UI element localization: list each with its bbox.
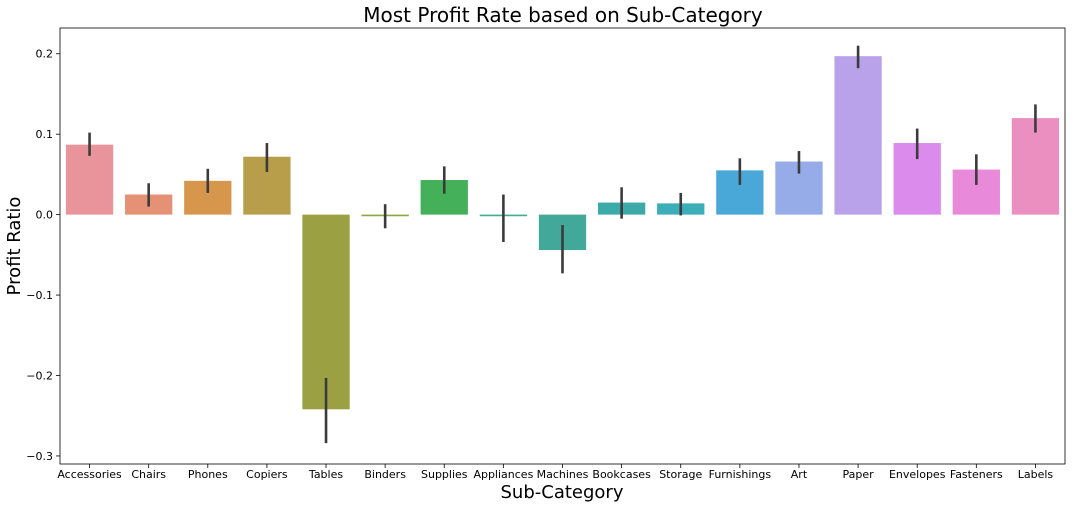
bar-tables	[302, 214, 350, 410]
plot-frame	[59, 27, 1066, 465]
y-tick-label: 0.0	[36, 209, 54, 222]
y-axis-label: Profit Ratio	[4, 197, 25, 296]
x-tick-label: Furnishings	[709, 468, 772, 481]
bar-labels	[1011, 118, 1060, 215]
x-tick-label: Appliances	[473, 468, 533, 481]
x-tick-label: Supplies	[421, 468, 468, 481]
bars-group	[65, 56, 1060, 410]
y-tick-label: −0.3	[26, 450, 53, 463]
x-tick-label: Tables	[308, 468, 343, 481]
x-tick-label: Paper	[843, 468, 875, 481]
x-tick-label: Labels	[1018, 468, 1054, 481]
x-tick-label: Machines	[537, 468, 589, 481]
x-axis-label: Sub-Category	[501, 482, 624, 503]
x-tick-label: Envelopes	[889, 468, 946, 481]
y-tick-label: 0.1	[36, 128, 54, 141]
x-tick-label: Fasteners	[950, 468, 1003, 481]
x-axis: Accessories Chairs Phones Copiers Tables Bind…	[57, 464, 1053, 481]
x-tick-label: Binders	[364, 468, 406, 481]
bar-paper	[834, 56, 882, 215]
x-tick-label: Phones	[188, 468, 228, 481]
x-tick-label: Copiers	[246, 468, 288, 481]
y-tick-label: −0.1	[26, 289, 53, 302]
x-tick-label: Chairs	[131, 468, 166, 481]
y-tick-label: −0.2	[26, 370, 53, 383]
y-tick-label: 0.2	[36, 48, 54, 61]
y-axis: −0.3 −0.2 −0.1 0.0 0.1 0.2	[26, 48, 60, 463]
x-tick-label: Bookcases	[592, 468, 651, 481]
x-tick-label: Accessories	[57, 468, 122, 481]
bar-accessories	[65, 144, 114, 215]
chart-title: Most Profit Rate based on Sub-Category	[363, 3, 763, 27]
error-bars-group	[88, 45, 1037, 444]
x-tick-label: Storage	[659, 468, 702, 481]
x-tick-label: Art	[791, 468, 808, 481]
